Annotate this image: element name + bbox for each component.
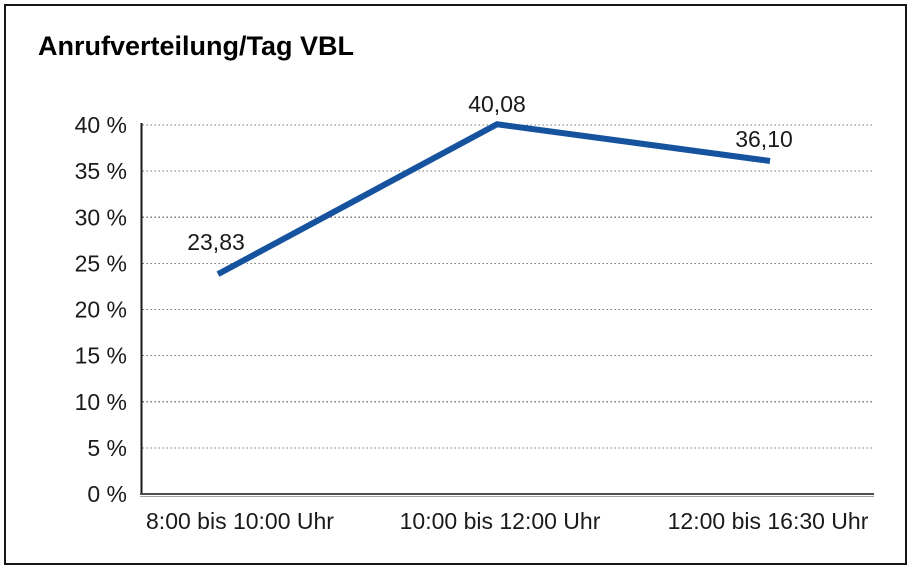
y-tick-label: 15 % — [75, 343, 127, 369]
y-tick-label: 0 % — [87, 481, 127, 507]
y-tick-label: 20 % — [75, 297, 127, 323]
data-point-label: 23,83 — [187, 229, 245, 255]
data-point-label: 36,10 — [735, 126, 793, 152]
data-series-line — [216, 121, 771, 277]
data-point-label: 40,08 — [468, 91, 526, 117]
y-tick-label: 40 % — [75, 112, 127, 138]
x-category-label: 10:00 bis 12:00 Uhr — [400, 508, 601, 534]
y-tick-label: 35 % — [75, 158, 127, 184]
x-category-label: 8:00 bis 10:00 Uhr — [146, 508, 334, 534]
chart-title: Anrufverteilung/Tag VBL — [38, 31, 355, 61]
y-tick-label: 30 % — [75, 204, 127, 230]
y-tick-label: 10 % — [75, 389, 127, 415]
y-tick-label: 25 % — [75, 250, 127, 276]
y-tick-label: 5 % — [87, 435, 127, 461]
x-category-label: 12:00 bis 16:30 Uhr — [668, 508, 869, 534]
